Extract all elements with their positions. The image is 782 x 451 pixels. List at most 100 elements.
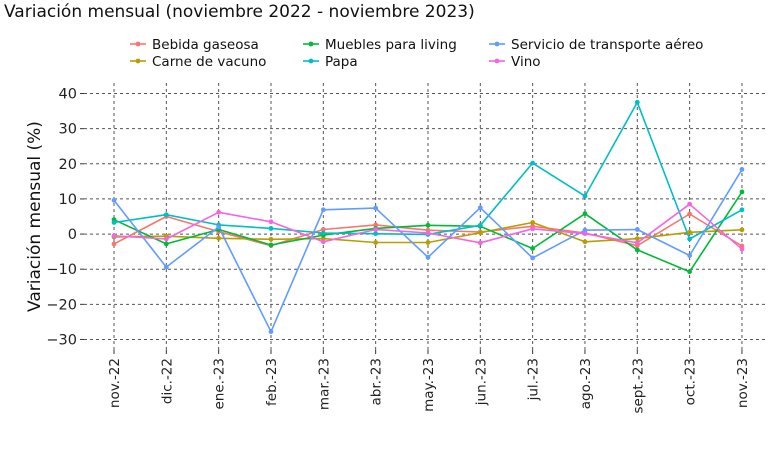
data-point [634, 247, 640, 253]
legend-label: Carne de vacuno [152, 54, 266, 70]
data-point [373, 240, 379, 245]
y-tick-label: 20 [59, 157, 77, 173]
data-point [634, 99, 640, 105]
data-point [425, 240, 431, 245]
data-point [320, 207, 326, 213]
legend-item: Bebida gaseosa [130, 37, 259, 53]
data-point [530, 160, 536, 166]
data-point [634, 240, 640, 246]
data-point [634, 236, 640, 242]
y-tick-label: 10 [59, 192, 77, 208]
chart-title: Variación mensual (noviembre 2022 - novi… [4, 2, 475, 22]
y-tick-label: 30 [59, 122, 77, 138]
legend-item: Servicio de transporte aéreo [489, 37, 703, 53]
data-point [530, 220, 536, 225]
x-tick-label: nov.-23 [735, 358, 751, 408]
data-point [477, 230, 483, 236]
legend-label: Bebida gaseosa [152, 37, 259, 53]
data-point [687, 229, 693, 235]
data-point [582, 193, 588, 199]
legend-item: Vino [489, 54, 541, 70]
data-point [268, 242, 274, 248]
series-lines [111, 99, 745, 335]
legend-item: Carne de vacuno [130, 54, 266, 70]
data-point [582, 211, 588, 217]
data-point [320, 230, 326, 236]
legend-item: Papa [303, 54, 358, 70]
data-point [268, 236, 274, 242]
legend-label: Vino [511, 54, 541, 70]
data-point [530, 255, 536, 261]
data-point [268, 226, 274, 231]
data-point [739, 189, 745, 195]
data-point [425, 254, 431, 260]
data-point [111, 241, 117, 247]
data-point [477, 205, 483, 211]
data-point [373, 231, 379, 237]
legend-key-point [135, 41, 141, 47]
legend-item: Muebles para living [303, 37, 457, 53]
data-point [530, 246, 536, 251]
data-point [373, 222, 379, 228]
x-tick-label: jul.-23 [526, 358, 542, 401]
y-tick-label: 0 [68, 227, 77, 243]
x-tick-label: abr.-23 [369, 358, 385, 406]
x-tick-label: oct.-23 [683, 358, 699, 405]
data-point [111, 197, 117, 203]
data-point [477, 222, 483, 228]
data-point [320, 239, 326, 245]
grid [84, 83, 766, 350]
x-tick-label: feb.-23 [264, 358, 280, 406]
legend-key-point [308, 41, 314, 47]
data-point [687, 211, 693, 217]
data-point [268, 219, 274, 225]
data-point [530, 226, 536, 232]
data-point [582, 231, 588, 237]
data-point [320, 227, 326, 232]
data-point [425, 222, 431, 228]
data-point [634, 227, 640, 232]
x-tick-label: ene.-23 [212, 358, 228, 410]
data-point [739, 227, 745, 233]
data-point [163, 212, 169, 218]
data-point [582, 227, 588, 233]
data-point [163, 264, 169, 270]
data-point [216, 209, 222, 215]
legend-key-point [494, 58, 500, 64]
y-axis-label: Variación mensual (%) [25, 121, 45, 312]
legend-key-point [308, 58, 314, 64]
data-point [373, 205, 379, 211]
legend-label: Servicio de transporte aéreo [511, 37, 703, 53]
y-tick-label: −30 [46, 332, 77, 348]
x-axis: nov.-22 dic.-22 ene.-23 feb.-23 mar.-23 abr.-… [107, 350, 751, 414]
data-point [687, 236, 693, 242]
legend-label: Papa [325, 54, 358, 70]
y-tick-label: −10 [46, 262, 77, 278]
x-tick-label: may.-23 [421, 358, 437, 412]
legend-key-point [494, 41, 500, 47]
data-point [425, 230, 431, 236]
x-tick-label: jun.-23 [473, 358, 489, 406]
y-tick-label: 40 [59, 87, 77, 103]
data-point [111, 220, 117, 225]
data-point [739, 246, 745, 252]
data-point [373, 227, 379, 232]
data-point [111, 233, 117, 239]
data-point [739, 207, 745, 213]
y-axis: 40 30 20 10 0 −10 −20 −30 [46, 87, 84, 348]
legend-key-point [135, 58, 141, 64]
data-point [216, 224, 222, 230]
y-tick-label: −20 [46, 297, 77, 313]
data-point [687, 253, 693, 258]
legend-label: Muebles para living [325, 37, 457, 53]
data-point [687, 269, 693, 275]
data-point [216, 235, 222, 241]
x-tick-label: nov.-22 [107, 358, 123, 408]
x-tick-label: ago.-23 [578, 358, 594, 409]
data-point [739, 167, 745, 172]
data-point [687, 201, 693, 207]
x-tick-label: sept.-23 [630, 358, 646, 414]
